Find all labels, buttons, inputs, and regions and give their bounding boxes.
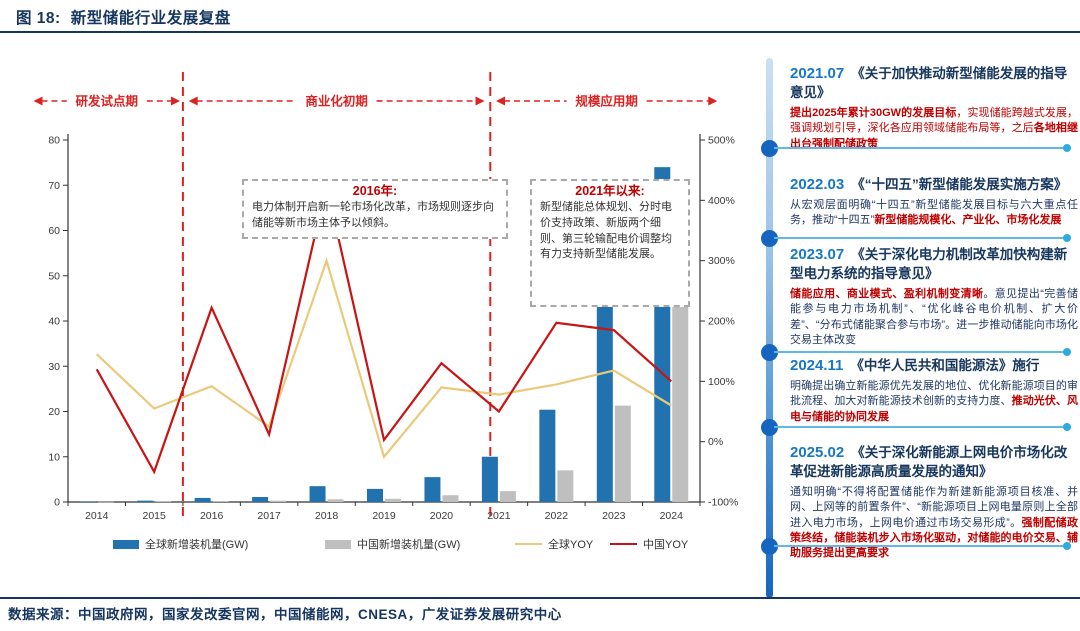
timeline-node-dot <box>761 538 778 555</box>
legend-label: 全球新增装机量(GW) <box>145 539 249 551</box>
timeline-item-body: 提出2025年累计30GW的发展目标，实现储能跨越式发展，强调规划引导，深化各应… <box>790 106 1079 150</box>
timeline-item-2025-02: 2025.02 《关于深化新能源上网电价市场化改革促进新能源高质量发展的通知》 通… <box>790 442 1078 562</box>
legend-swatch-global-bar <box>113 539 139 549</box>
legend-item-global-yoy: 全球YOY <box>515 536 593 552</box>
timeline-item-date: 2021.07 <box>790 65 845 82</box>
timeline-item-date: 2022.03 <box>790 176 845 193</box>
timeline-connector-line <box>774 545 1070 547</box>
timeline-axis-bar <box>766 58 773 598</box>
svg-text:80: 80 <box>48 135 60 147</box>
svg-text:0: 0 <box>54 497 60 509</box>
timeline-item-title: 2021.07 《关于加快推动新型储能发展的指导意见》 <box>790 65 1068 100</box>
figure-number: 图 18: <box>16 10 61 27</box>
svg-text:200%: 200% <box>708 316 735 328</box>
timeline-item-2021-07: 2021.07 《关于加快推动新型储能发展的指导意见》 提出2025年累计30GW… <box>790 63 1078 152</box>
svg-text:2023: 2023 <box>602 510 626 522</box>
chart-panel: 研发试点期 商业化初期 规模应用期 0 10 20 30 40 50 60 70 80 -100% 0% 1… <box>30 58 750 528</box>
svg-text:20: 20 <box>48 406 60 418</box>
timeline-connector-line <box>774 426 1070 428</box>
timeline-item-body: 通知明确“不得将配置储能作为新建新能源项目核准、并网、上网等的前置条件”、“新能… <box>790 485 1078 560</box>
figure-title-text: 新型储能行业发展复盘 <box>70 10 231 27</box>
svg-text:2016: 2016 <box>200 510 224 522</box>
annotation-2016: 2016年: 电力体制开启新一轮市场化改革，市场规则逐步向储能等新市场主体予以倾… <box>242 179 508 239</box>
svg-text:2020: 2020 <box>430 510 454 522</box>
svg-text:70: 70 <box>48 180 60 192</box>
timeline-item-date: 2023.07 <box>790 246 845 263</box>
chart-legend: 全球新增装机量(GW) 中国新增装机量(GW) 全球YOY 中国YOY <box>30 536 770 554</box>
legend-swatch-global-line <box>515 542 542 546</box>
timeline-item-body: 储能应用、商业模式、盈利机制变清晰。意见提出“完善储能参与电力市场机制”、“优化… <box>790 287 1078 347</box>
svg-text:60: 60 <box>48 225 60 237</box>
annotation-2016-title: 2016年: <box>352 184 398 198</box>
timeline-item-2022-03: 2022.03 《“十四五”新型储能发展实施方案》 从宏观层面明确“十四五”新型储… <box>790 174 1078 229</box>
timeline-item-title: 2025.02 《关于深化新能源上网电价市场化改革促进新能源高质量发展的通知》 <box>790 444 1068 479</box>
annotation-2016-body: 电力体制开启新一轮市场化改革，市场规则逐步向储能等新市场主体予以倾斜。 <box>252 200 494 229</box>
timeline-connector-line <box>774 147 1070 149</box>
timeline-connector-line <box>774 237 1070 239</box>
svg-text:50: 50 <box>48 270 60 282</box>
timeline-item-2023-07: 2023.07 《关于深化电力机制改革加快构建新型电力系统的指导意见》 储能应用、… <box>790 244 1078 348</box>
svg-text:300%: 300% <box>708 255 735 267</box>
figure-header: 图 18: 新型储能行业发展复盘 <box>0 0 1080 33</box>
legend-label: 全球YOY <box>548 539 594 551</box>
timeline-item-body: 明确提出确立新能源优先发展的地位、优化新能源项目的审批流程、加大对新能源技术创新… <box>790 380 1079 423</box>
legend-item-china-installs: 中国新增装机量(GW) <box>325 536 460 552</box>
data-source: 数据来源：中国政府网，国家发改委官网，中国储能网，CNESA，广发证券发展研究中… <box>8 607 562 622</box>
timeline-item-date: 2024.11 <box>790 357 844 374</box>
footer-divider <box>0 597 1080 599</box>
timeline-end-dot <box>1063 542 1071 550</box>
svg-text:10: 10 <box>48 451 60 463</box>
timeline-end-dot <box>1063 348 1071 356</box>
annotation-2021: 2021年以来: 新型储能总体规划、分时电价支持政策、新版两个细则、第三轮输配电… <box>530 179 690 307</box>
timeline-end-dot <box>1063 234 1071 242</box>
timeline-node-dot <box>761 344 778 361</box>
figure-title: 图 18: 新型储能行业发展复盘 <box>16 6 231 28</box>
svg-text:2021: 2021 <box>487 510 511 522</box>
timeline-node-dot <box>761 140 778 157</box>
legend-item-china-yoy: 中国YOY <box>610 536 688 552</box>
svg-text:400%: 400% <box>708 195 735 207</box>
svg-text:2022: 2022 <box>545 510 569 522</box>
svg-text:研发试点期: 研发试点期 <box>76 94 139 109</box>
legend-label: 中国新增装机量(GW) <box>357 539 461 551</box>
legend-swatch-china-bar <box>325 539 351 549</box>
svg-text:2015: 2015 <box>143 510 167 522</box>
legend-swatch-china-line <box>610 542 637 546</box>
policy-timeline: 2021.07 《关于加快推动新型储能发展的指导意见》 提出2025年累计30GW… <box>752 52 1080 608</box>
legend-item-global-installs: 全球新增装机量(GW) <box>113 536 248 552</box>
timeline-node-dot <box>761 419 778 436</box>
timeline-item-date: 2025.02 <box>790 444 845 461</box>
svg-text:-100%: -100% <box>708 497 738 509</box>
timeline-item-title: 2024.11 《中华人民共和国能源法》施行 <box>790 357 1040 374</box>
svg-text:0%: 0% <box>708 436 723 448</box>
svg-text:2014: 2014 <box>85 510 109 522</box>
svg-text:商业化初期: 商业化初期 <box>305 94 368 109</box>
timeline-item-title: 2023.07 《关于深化电力机制改革加快构建新型电力系统的指导意见》 <box>790 246 1068 281</box>
svg-text:规模应用期: 规模应用期 <box>575 94 638 109</box>
svg-text:30: 30 <box>48 361 60 373</box>
svg-text:100%: 100% <box>708 376 735 388</box>
timeline-node-dot <box>761 230 778 247</box>
svg-text:2017: 2017 <box>257 510 281 522</box>
timeline-item-body: 从宏观层面明确“十四五”新型储能发展目标与六大重点任务，推动“十四五”新型储能规… <box>790 199 1078 227</box>
svg-text:2019: 2019 <box>372 510 396 522</box>
svg-text:2018: 2018 <box>315 510 339 522</box>
timeline-item-title: 2022.03 《“十四五”新型储能发展实施方案》 <box>790 176 1068 193</box>
timeline-end-dot <box>1063 423 1071 431</box>
timeline-end-dot <box>1063 144 1071 152</box>
timeline-item-2024-11: 2024.11 《中华人民共和国能源法》施行 明确提出确立新能源优先发展的地位、优… <box>790 355 1078 425</box>
legend-label: 中国YOY <box>643 539 689 551</box>
svg-text:2024: 2024 <box>660 510 684 522</box>
svg-text:500%: 500% <box>708 135 735 147</box>
svg-text:40: 40 <box>48 316 60 328</box>
timeline-connector-line <box>774 351 1070 353</box>
annotation-2021-body: 新型储能总体规划、分时电价支持政策、新版两个细则、第三轮输配电价调整均有力支持新… <box>540 200 672 261</box>
annotation-2021-title: 2021年以来: <box>575 184 645 198</box>
